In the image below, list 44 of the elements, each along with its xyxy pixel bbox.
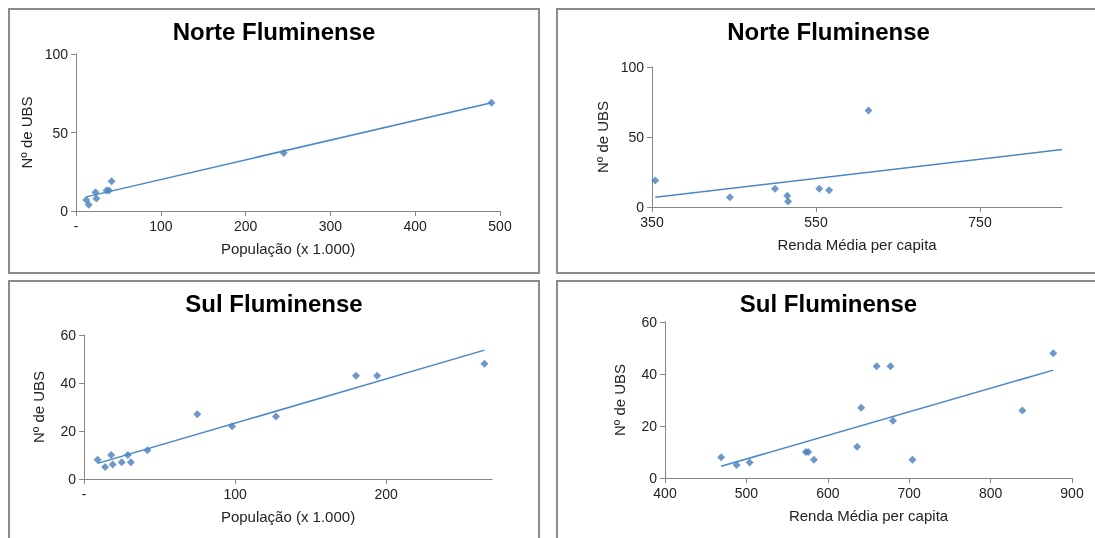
y-axis-title: Nº de UBS	[30, 370, 47, 444]
y-tick-label: 40	[641, 366, 658, 382]
chart-title: Norte Fluminense	[172, 17, 376, 45]
y-tick-label: 60	[60, 327, 77, 343]
y-tick-label: 0	[649, 470, 658, 486]
x-tick-label: 550	[804, 214, 828, 230]
x-tick-label: 200	[233, 218, 258, 234]
y-axis-title: Nº de UBS	[17, 96, 35, 169]
y-tick-label: 40	[60, 375, 77, 391]
x-tick-label: -	[81, 486, 87, 502]
x-tick-label: 800	[978, 485, 1003, 501]
x-tick-label: 100	[149, 218, 173, 234]
y-tick-label: 50	[628, 129, 645, 145]
x-tick-label: 900	[1060, 485, 1084, 501]
y-tick-label: 60	[641, 314, 658, 330]
y-tick-label: 20	[641, 418, 658, 434]
x-tick-label: -	[73, 218, 79, 234]
y-tick-label: 20	[60, 423, 77, 439]
y-tick-label: 100	[44, 46, 69, 62]
x-tick-label: 600	[816, 485, 840, 501]
x-tick-label: 700	[897, 485, 922, 501]
x-tick-label: 300	[318, 218, 343, 234]
x-tick-label: 500	[734, 485, 759, 501]
y-tick-label: 0	[636, 199, 645, 215]
x-axis-title: Renda Média per capita	[777, 236, 938, 253]
x-tick-label: 350	[640, 214, 664, 230]
y-tick-label: 0	[60, 203, 69, 219]
chart-title: Sul Fluminense	[185, 289, 363, 317]
chart-title: Sul Fluminense	[739, 289, 918, 317]
y-axis-title: Nº de UBS	[593, 100, 611, 174]
x-axis-title: População (x 1.000)	[220, 508, 356, 525]
y-tick-label: 0	[68, 471, 77, 487]
chart-title: Norte Fluminense	[727, 17, 930, 45]
x-axis-title: Renda Média per capita	[788, 507, 949, 524]
x-tick-label: 500	[488, 218, 512, 234]
y-tick-label: 50	[52, 124, 69, 141]
x-axis-title: População (x 1.000)	[220, 240, 356, 257]
x-tick-label: 100	[223, 486, 247, 502]
x-tick-label: 400	[403, 218, 428, 234]
y-axis-title: Nº de UBS	[611, 363, 628, 437]
y-tick-label: 100	[620, 59, 645, 75]
x-tick-label: 200	[374, 486, 399, 502]
x-tick-label: 400	[653, 485, 677, 501]
x-tick-label: 750	[968, 214, 992, 230]
